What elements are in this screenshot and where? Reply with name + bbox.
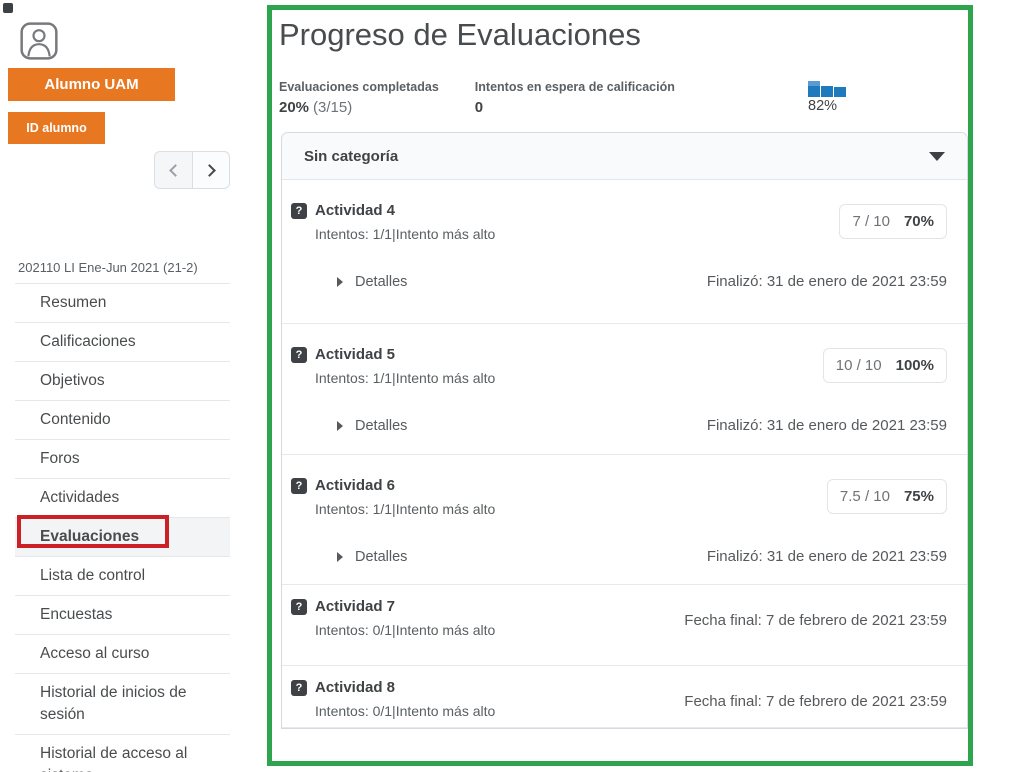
pending-stat: Intentos en espera de calificación 0 — [475, 80, 675, 116]
score-percent: 75% — [903, 488, 934, 505]
activity-attempts: Intentos: 1/1|Intento más alto — [315, 501, 496, 517]
quiz-icon: ? — [291, 202, 307, 219]
details-label: Detalles — [355, 548, 408, 565]
student-id-button[interactable]: ID alumno — [8, 112, 105, 144]
quiz-icon: ? — [291, 679, 307, 696]
activity-date: Fecha final: 7 de febrero de 2021 23:59 — [684, 693, 947, 710]
user-avatar-icon — [20, 22, 58, 60]
details-toggle[interactable]: Detalles — [337, 418, 407, 434]
activity-title[interactable]: Actividad 7 — [315, 598, 396, 615]
chevron-right-icon — [337, 551, 343, 562]
score-badge: 7.5 / 10 75% — [826, 479, 947, 514]
next-user-button[interactable] — [192, 151, 230, 189]
score-percent: 70% — [903, 213, 934, 230]
chevron-left-icon — [169, 163, 182, 177]
category-list: Sin categoría ? Actividad 4 Intentos: 1/… — [281, 132, 968, 729]
details-toggle[interactable]: Detalles — [337, 549, 407, 565]
activity-attempts: Intentos: 1/1|Intento más alto — [315, 370, 496, 386]
quiz-icon: ? — [291, 477, 307, 494]
sidebar-item-lista-de-control[interactable]: Lista de control — [15, 557, 230, 596]
activity-date: Fecha final: 7 de febrero de 2021 23:59 — [684, 612, 947, 629]
sidebar-item-historial-acceso-sistema[interactable]: Historial de acceso al sistema — [15, 735, 230, 772]
sidebar-item-historial-inicios-sesion[interactable]: Historial de inicios de sesión — [15, 674, 230, 735]
user-pager — [154, 151, 230, 189]
score-percent: 100% — [895, 357, 934, 374]
activity-title[interactable]: Actividad 6 — [315, 477, 396, 494]
chevron-right-icon — [337, 276, 343, 287]
sidebar-item-contenido[interactable]: Contenido — [15, 401, 230, 440]
activity-date: Finalizó: 31 de enero de 2021 23:59 — [706, 417, 947, 434]
activity-row: ? Actividad 4 Intentos: 1/1|Intento más … — [282, 180, 967, 324]
sidebar-item-encuestas[interactable]: Encuestas — [15, 596, 230, 635]
category-header[interactable]: Sin categoría — [282, 133, 967, 180]
details-label: Detalles — [355, 417, 408, 434]
score-fraction: 7.5 / 10 — [839, 488, 890, 505]
bar-chart-icon — [808, 81, 846, 97]
details-toggle[interactable]: Detalles — [337, 274, 407, 290]
pending-stat-label: Intentos en espera de calificación — [474, 80, 675, 94]
student-name-button[interactable]: Alumno UAM — [8, 68, 175, 101]
chevron-down-icon — [929, 151, 945, 161]
sidebar-item-objetivos[interactable]: Objetivos — [15, 362, 230, 401]
activity-title[interactable]: Actividad 4 — [315, 202, 396, 219]
chevron-right-icon — [337, 420, 343, 431]
page-title: Progreso de Evaluaciones — [279, 17, 641, 52]
course-sidebar: 202110 LI Ene-Jun 2021 (21-2) Resumen Ca… — [15, 255, 230, 772]
details-label: Detalles — [355, 273, 408, 290]
activity-row: ? Actividad 8 Intentos: 0/1|Intento más … — [282, 666, 967, 728]
chevron-right-icon — [202, 163, 216, 177]
pending-stat-value: 0 — [474, 99, 484, 116]
activity-attempts: Intentos: 0/1|Intento más alto — [315, 703, 496, 719]
quiz-icon: ? — [291, 598, 307, 615]
activity-row: ? Actividad 5 Intentos: 1/1|Intento más … — [282, 324, 967, 455]
sidebar-item-foros[interactable]: Foros — [15, 440, 230, 479]
activity-row: ? Actividad 6 Intentos: 1/1|Intento más … — [282, 455, 967, 585]
class-average: 82% — [808, 81, 846, 114]
evaluations-progress-panel: Progreso de Evaluaciones Evaluaciones co… — [267, 5, 973, 766]
activity-attempts: Intentos: 1/1|Intento más alto — [315, 226, 496, 242]
activity-title[interactable]: Actividad 5 — [315, 346, 396, 363]
activity-date: Finalizó: 31 de enero de 2021 23:59 — [706, 273, 947, 290]
quiz-icon: ? — [291, 346, 307, 363]
score-fraction: 7 / 10 — [852, 213, 890, 230]
sidebar-item-calificaciones[interactable]: Calificaciones — [15, 323, 230, 362]
activity-attempts: Intentos: 0/1|Intento más alto — [315, 622, 496, 638]
sidebar-item-evaluaciones[interactable]: Evaluaciones — [15, 515, 230, 557]
completed-stat-value: 20% — [279, 99, 310, 116]
completed-stat: Evaluaciones completadas 20% (3/15) — [279, 80, 439, 116]
sidebar-item-resumen[interactable]: Resumen — [15, 284, 230, 323]
corner-mark — [3, 3, 13, 13]
activity-row: ? Actividad 7 Intentos: 0/1|Intento más … — [282, 585, 967, 666]
completed-stat-label: Evaluaciones completadas — [279, 80, 439, 94]
summary-stats: Evaluaciones completadas 20% (3/15) Inten… — [279, 80, 968, 116]
activity-date: Finalizó: 31 de enero de 2021 23:59 — [706, 548, 947, 565]
profile-icon[interactable] — [19, 21, 59, 61]
sidebar-item-actividades[interactable]: Actividades — [15, 479, 230, 518]
sidebar-item-label: Evaluaciones — [40, 528, 140, 545]
previous-user-button[interactable] — [154, 151, 192, 189]
completed-stat-detail: (3/15) — [313, 99, 353, 116]
category-title: Sin categoría — [304, 147, 399, 165]
activity-title[interactable]: Actividad 8 — [315, 679, 396, 696]
class-average-value: 82% — [808, 98, 838, 114]
score-fraction: 10 / 10 — [835, 357, 882, 374]
score-badge: 10 / 10 100% — [822, 348, 947, 383]
score-badge: 7 / 10 70% — [839, 204, 947, 239]
sidebar-item-acceso-al-curso[interactable]: Acceso al curso — [15, 635, 230, 674]
course-code: 202110 LI Ene-Jun 2021 (21-2) — [15, 255, 230, 284]
